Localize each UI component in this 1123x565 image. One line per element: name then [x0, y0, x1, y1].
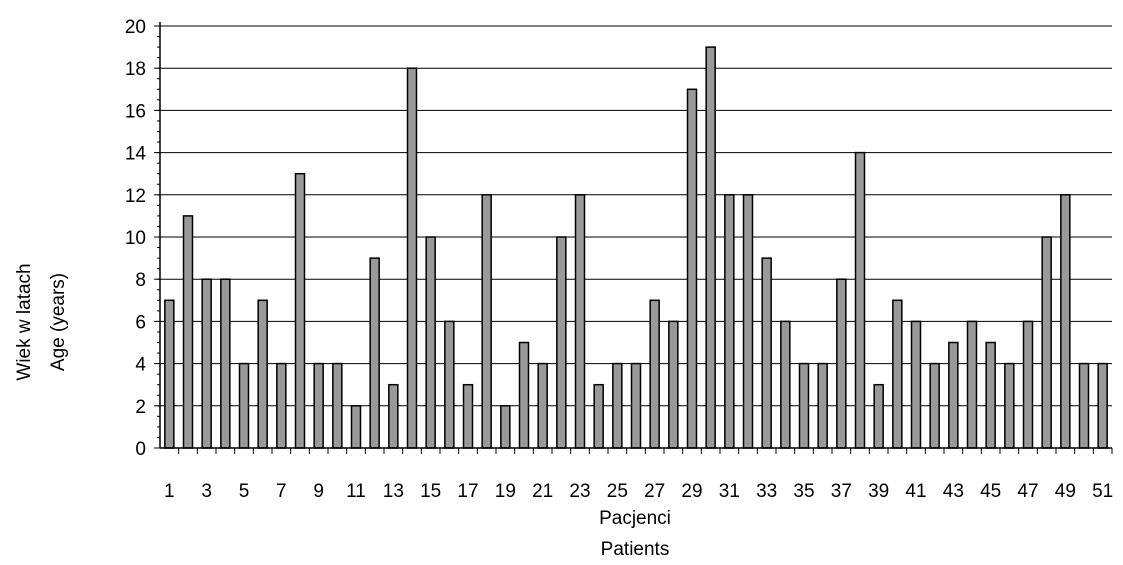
bar-patient-24	[593, 383, 604, 449]
bar-patient-6	[257, 299, 268, 449]
x-tick-label: 47	[1017, 481, 1038, 502]
bar-patient-47	[1022, 320, 1034, 449]
x-tick-label: 21	[532, 481, 553, 502]
bar-patient-32	[742, 194, 754, 449]
y-tick-label: 20	[125, 17, 146, 38]
bar-patient-46	[1004, 362, 1015, 449]
y-tick-label: 14	[125, 144, 147, 165]
x-tick-label: 33	[756, 481, 777, 502]
axes	[154, 22, 1113, 454]
bar-patient-48	[1041, 236, 1052, 449]
y-tick-label: 4	[135, 355, 146, 376]
bar-patient-8	[294, 172, 306, 449]
y-axis-title-line2: Age (years)	[48, 273, 69, 371]
y-tick-label: 18	[125, 59, 146, 80]
x-tick-label: 43	[943, 481, 964, 502]
bar-patient-28	[668, 320, 679, 449]
bar-patient-36	[817, 362, 828, 449]
bar-patient-39	[873, 383, 884, 449]
bar-patient-45	[985, 341, 996, 449]
x-tick-label: 35	[793, 481, 814, 502]
x-tick-label: 41	[905, 481, 926, 502]
x-tick-label: 49	[1055, 481, 1076, 502]
bar-patient-10	[332, 362, 343, 449]
bar-patient-49	[1060, 194, 1071, 449]
x-tick-label: 23	[569, 481, 590, 502]
y-tick-label: 10	[125, 228, 146, 249]
x-axis-title-line1: Pacjenci	[599, 508, 671, 529]
y-tick-label: 12	[125, 186, 146, 207]
y-tick-labels: 0 2 4 6 8 10 12 14 16 18 20	[125, 17, 147, 460]
x-tick-label: 51	[1092, 481, 1113, 502]
bar-patient-30	[705, 46, 716, 449]
x-tick-label: 25	[607, 481, 628, 502]
x-tick-label: 27	[644, 481, 665, 502]
y-tick-label: 0	[135, 439, 146, 460]
bar-patient-42	[929, 362, 940, 449]
bar-patient-51	[1097, 362, 1108, 449]
bar-patient-3	[201, 278, 212, 449]
bar-patient-41	[910, 320, 922, 449]
bar-patient-33	[761, 257, 772, 449]
bar-patient-19	[500, 405, 511, 449]
x-tick-label: 11	[346, 481, 366, 502]
bar-patient-1	[164, 299, 175, 449]
bar-patient-5	[238, 362, 250, 449]
y-tick-label: 16	[125, 101, 146, 122]
bar-patient-40	[892, 299, 903, 449]
y-tick-label: 2	[135, 397, 146, 418]
x-axis-title-line2: Patients	[601, 539, 670, 560]
bar-patient-12	[369, 257, 380, 449]
x-tick-labels: 1 3 5 7 9 11 13 15 17 19 21 23 25 27 29 31 33 35 37 39 41 43 4…	[164, 481, 1113, 502]
bar-patient-43	[948, 341, 959, 449]
bar-patient-27	[649, 299, 660, 449]
x-tick-label: 45	[980, 481, 1001, 502]
bar-patient-2	[182, 215, 194, 449]
bar-patient-4	[220, 278, 231, 449]
bar-patient-9	[313, 362, 324, 449]
bar-patient-17	[462, 383, 474, 449]
x-tick-label: 31	[719, 481, 740, 502]
y-tick-label: 6	[135, 312, 146, 333]
bar-patient-21	[537, 362, 548, 449]
bar-patient-7	[276, 362, 287, 449]
bar-patient-18	[481, 194, 492, 449]
bar-patient-16	[444, 320, 455, 449]
bar-patient-44	[966, 320, 978, 449]
x-tick-label: 1	[164, 481, 175, 502]
bar-patient-22	[556, 236, 567, 449]
x-tick-label: 5	[239, 481, 250, 502]
x-tick-label: 3	[201, 481, 212, 502]
bar-patient-37	[836, 278, 847, 449]
bar-patient-23	[574, 194, 586, 449]
bar-patient-50	[1078, 362, 1090, 449]
bar-patient-14	[406, 67, 418, 449]
bar-patient-35	[798, 362, 810, 449]
bar-patient-29	[686, 88, 698, 449]
y-tick-label: 8	[135, 270, 146, 291]
x-tick-label: 29	[681, 481, 702, 502]
x-tick-label: 37	[831, 481, 852, 502]
bar-patient-11	[350, 405, 362, 449]
x-tick-label: 9	[313, 481, 324, 502]
y-axis-title-line1: Wiek w latach	[14, 263, 35, 380]
bar-patient-34	[780, 320, 791, 449]
bar-patient-26	[630, 362, 642, 449]
x-tick-label: 19	[495, 481, 516, 502]
x-tick-label: 15	[420, 481, 441, 502]
x-tick-label: 17	[457, 481, 478, 502]
bars	[164, 46, 1108, 449]
bar-patient-38	[854, 151, 866, 449]
x-tick-label: 13	[383, 481, 404, 502]
bar-patient-13	[388, 383, 399, 449]
bar-patient-15	[425, 236, 436, 449]
bar-patient-25	[612, 362, 623, 449]
bar-patient-31	[724, 194, 735, 449]
x-tick-label: 39	[868, 481, 889, 502]
bar-patient-20	[518, 341, 530, 449]
x-tick-label: 7	[276, 481, 287, 502]
